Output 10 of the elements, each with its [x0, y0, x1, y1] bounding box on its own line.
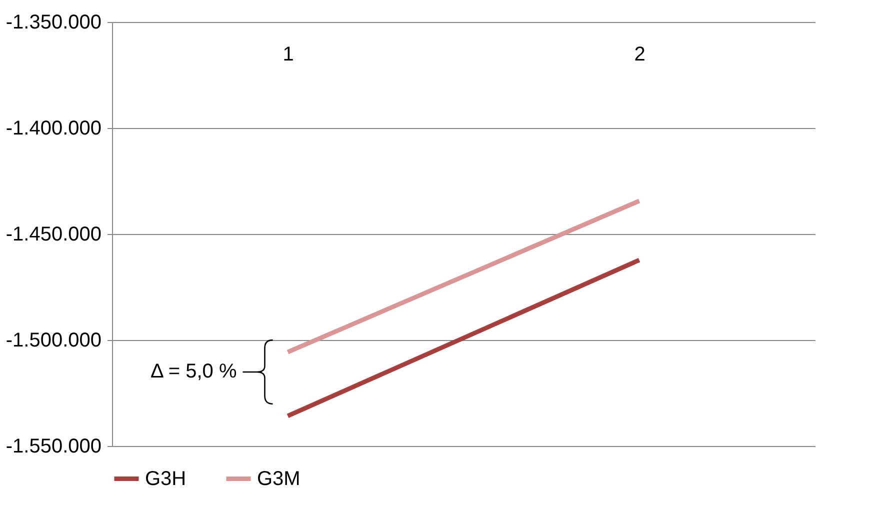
annotation: Δ = 5,0 % — [150, 360, 237, 382]
y-tick-label: -1.450.000 — [6, 224, 102, 246]
x-tick-label: 2 — [634, 44, 646, 66]
y-tick-label: -1.500.000 — [6, 330, 102, 352]
x-tick-label: 1 — [282, 44, 294, 66]
legend-label: G3M — [257, 468, 300, 490]
y-tick-label: -1.350.000 — [6, 12, 102, 34]
y-tick-label: -1.400.000 — [6, 118, 102, 140]
legend-label: G3H — [145, 468, 186, 490]
y-tick-label: -1.550.000 — [6, 436, 102, 458]
